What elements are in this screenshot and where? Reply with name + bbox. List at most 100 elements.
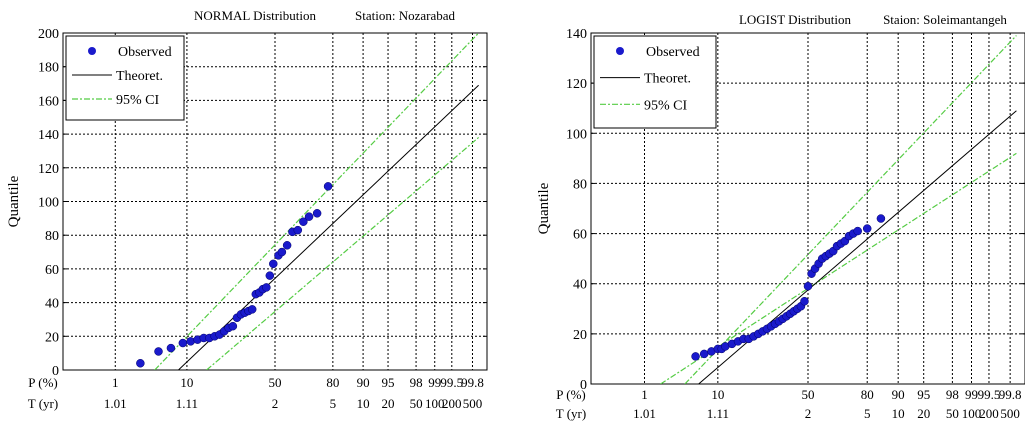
- t-row-label: T (yr): [556, 406, 586, 421]
- y-tick-label: 120: [566, 77, 587, 92]
- t-row-label: T (yr): [28, 396, 58, 411]
- y-tick-label: 200: [38, 27, 59, 42]
- p-tick-label: 99.5: [978, 387, 1001, 402]
- legend-label-observed: Observed: [118, 45, 172, 60]
- observed-point: [247, 305, 257, 314]
- chart-panel-1: 020406080100120140160180200QuantileNORMA…: [6, 8, 488, 411]
- chart-title: NORMAL Distribution: [194, 8, 316, 23]
- t-tick-label: 100: [425, 396, 445, 411]
- t-tick-label: 1.01: [633, 406, 656, 421]
- observed-point: [691, 352, 700, 361]
- legend-label-theoretical: Theoret.: [644, 72, 691, 87]
- t-tick-label: 200: [442, 396, 462, 411]
- p-tick-label: 80: [326, 375, 339, 390]
- y-tick-label: 140: [566, 27, 587, 42]
- t-tick-label: 100: [962, 406, 982, 421]
- observed-point: [136, 359, 145, 368]
- t-tick-label: 20: [917, 406, 930, 421]
- legend-box: [65, 35, 185, 121]
- t-tick-label: 2: [805, 406, 812, 421]
- ci-line-upper: [154, 33, 480, 370]
- legend-label-observed: Observed: [646, 45, 700, 60]
- p-tick-label: 50: [802, 387, 815, 402]
- legend-label-theoretical: Theoret.: [116, 69, 163, 84]
- y-tick-label: 0: [52, 364, 59, 379]
- t-tick-label: 20: [382, 396, 395, 411]
- t-tick-label: 2: [272, 396, 279, 411]
- t-tick-label: 5: [330, 396, 337, 411]
- y-tick-label: 40: [45, 297, 59, 312]
- station-label: Staion: Soleimantangeh: [883, 12, 1007, 27]
- theoretical-line: [178, 84, 479, 370]
- y-tick-label: 60: [45, 263, 59, 278]
- p-tick-label: 99.5: [440, 375, 463, 390]
- observed-point: [282, 241, 292, 250]
- observed-point: [166, 343, 176, 353]
- t-tick-label: 500: [463, 396, 483, 411]
- p-tick-label: 90: [892, 387, 905, 402]
- observed-point: [699, 349, 709, 359]
- observed-point: [228, 321, 238, 331]
- legend-marker-observed: [88, 47, 96, 55]
- y-tick-label: 20: [45, 330, 59, 345]
- p-tick-label: 99.8: [999, 387, 1022, 402]
- ci-line-lower: [206, 137, 480, 370]
- p-tick-label: 98: [410, 375, 423, 390]
- t-tick-label: 50: [946, 406, 959, 421]
- observed-point: [154, 347, 163, 356]
- observed-point: [323, 182, 333, 191]
- plot-frame: [590, 32, 1025, 385]
- p-tick-label: 50: [269, 375, 282, 390]
- legend-label-ci: 95% CI: [116, 93, 160, 108]
- p-row-label: P (%): [556, 387, 586, 402]
- t-tick-label: 1.11: [176, 396, 198, 411]
- p-tick-label: 80: [861, 387, 874, 402]
- observed-point: [853, 226, 862, 236]
- p-tick-label: 98: [946, 387, 959, 402]
- t-tick-label: 10: [357, 396, 370, 411]
- data-layer: [136, 33, 480, 370]
- theoretical-line: [698, 110, 1017, 384]
- observed-point: [800, 297, 809, 306]
- y-tick-label: 80: [45, 229, 59, 244]
- p-tick-label: 90: [357, 375, 370, 390]
- p-tick-label: 99: [428, 375, 441, 390]
- legend-marker-observed: [616, 47, 624, 55]
- p-tick-label: 1: [641, 387, 648, 402]
- legend-box: [593, 35, 717, 129]
- observed-point: [269, 259, 278, 269]
- p-tick-label: 99: [965, 387, 978, 402]
- y-tick-label: 0: [580, 378, 587, 393]
- observed-point: [293, 225, 303, 235]
- y-tick-label: 180: [38, 61, 59, 76]
- chart-title: LOGIST Distribution: [739, 12, 852, 27]
- y-tick-label: 140: [38, 128, 59, 143]
- data-layer: [660, 35, 1017, 384]
- y-tick-label: 20: [573, 328, 587, 343]
- y-tick-label: 80: [573, 177, 587, 192]
- legend: Observed Theoret. 95% CI: [65, 35, 185, 121]
- observed-point: [803, 281, 813, 291]
- observed-point: [312, 209, 322, 218]
- observed-point: [178, 338, 188, 348]
- p-tick-label: 99.8: [461, 375, 484, 390]
- t-tick-label: 5: [864, 406, 871, 421]
- ci-line-lower: [660, 152, 1017, 384]
- p-tick-label: 1: [112, 375, 119, 390]
- t-tick-label: 500: [1000, 406, 1020, 421]
- observed-point: [304, 212, 314, 221]
- observed-point: [262, 283, 271, 292]
- y-tick-label: 40: [573, 278, 587, 293]
- y-axis-label: Quantile: [6, 175, 22, 227]
- y-tick-label: 120: [38, 162, 59, 177]
- p-tick-label: 10: [711, 387, 724, 402]
- observed-point: [876, 214, 886, 223]
- p-tick-label: 95: [382, 375, 395, 390]
- legend: Observed Theoret. 95% CI: [593, 35, 717, 129]
- observed-point: [862, 224, 872, 233]
- y-axis-label: Quantile: [536, 182, 552, 234]
- y-tick-label: 100: [566, 127, 587, 142]
- t-tick-label: 1.11: [707, 406, 729, 421]
